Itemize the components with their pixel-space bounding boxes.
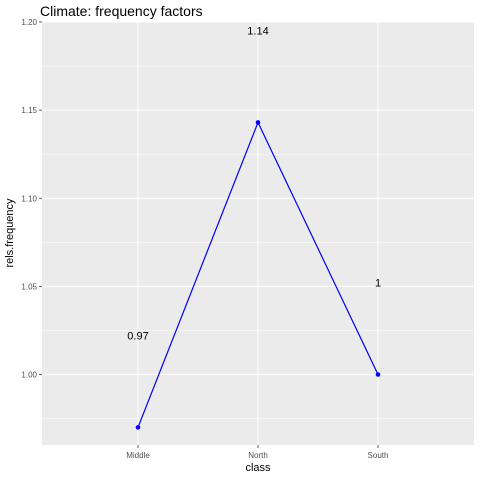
y-tick-label: 1.00 bbox=[21, 371, 37, 380]
y-tick-label: 1.05 bbox=[21, 282, 37, 291]
x-axis-title: class bbox=[245, 462, 271, 474]
major-gridlines bbox=[42, 21, 474, 445]
data-point bbox=[135, 425, 141, 430]
y-tick-label: 1.20 bbox=[21, 18, 37, 27]
y-axis-ticks: 1.00 1.05 1.10 1.15 1.20 bbox=[21, 18, 42, 380]
data-label: 1.14 bbox=[247, 25, 268, 37]
data-labels: 0.97 1.14 1 bbox=[127, 25, 381, 342]
x-axis-ticks: Middle North South bbox=[126, 445, 388, 460]
data-label: 1 bbox=[375, 277, 381, 289]
data-point bbox=[255, 120, 261, 125]
x-tick-label: North bbox=[248, 451, 268, 460]
data-point bbox=[375, 372, 381, 377]
data-label: 0.97 bbox=[127, 330, 148, 342]
y-tick-label: 1.10 bbox=[21, 194, 37, 203]
x-tick-label: Middle bbox=[126, 451, 150, 460]
x-tick-label: South bbox=[368, 451, 389, 460]
chart-title: Climate: frequency factors bbox=[40, 3, 203, 19]
y-tick-label: 1.15 bbox=[21, 106, 37, 115]
y-axis-title: rels.frequency bbox=[4, 198, 16, 268]
data-points bbox=[135, 120, 381, 430]
